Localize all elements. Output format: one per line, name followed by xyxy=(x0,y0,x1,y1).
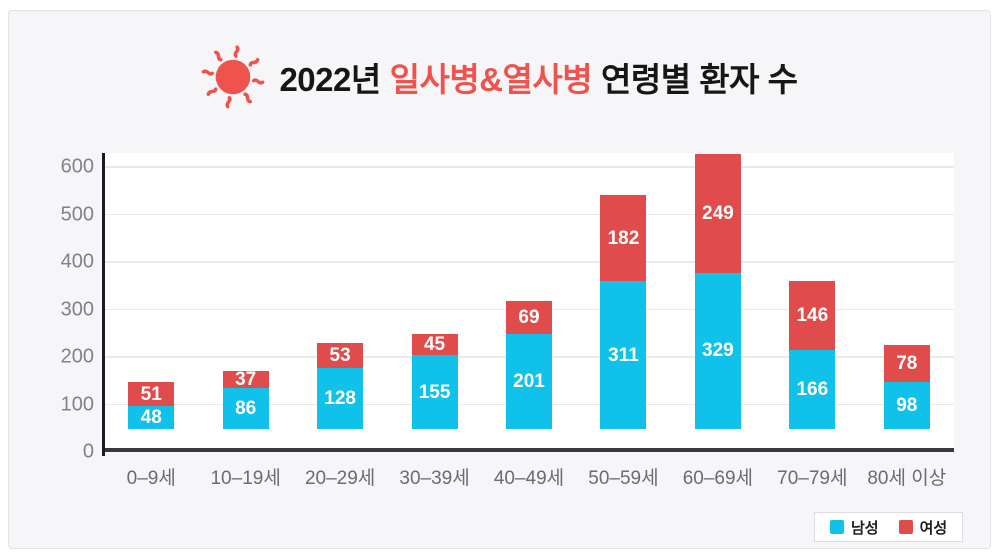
legend-swatch xyxy=(898,520,913,534)
x-axis-label: 0–9세 xyxy=(126,468,176,489)
infographic-card: 2022년 일사병&열사병 연령별 환자 수 0 100 200 300 400 500 600… xyxy=(8,10,991,549)
title-year: 2022년 xyxy=(279,61,381,98)
x-axis-label: 50–59세 xyxy=(588,468,659,489)
legend-item: 여성 xyxy=(898,517,948,538)
bar-value-label: 155 xyxy=(418,381,451,403)
bar-segment-female: 69 xyxy=(506,300,552,334)
x-axis-label: 70–79세 xyxy=(777,468,848,489)
bar-segment-male: 166 xyxy=(789,350,836,429)
bar-value-label: 98 xyxy=(896,395,918,417)
bar-stack: 155 45 xyxy=(411,334,458,429)
bar-segment-male: 86 xyxy=(222,388,269,429)
chart-title-row: 2022년 일사병&열사병 연령별 환자 수 xyxy=(9,45,990,109)
bar-segment-male: 155 xyxy=(411,355,458,429)
legend-item: 남성 xyxy=(830,517,879,538)
bar-value-label: 51 xyxy=(140,383,162,405)
page-title: 2022년 일사병&열사병 연령별 환자 수 xyxy=(279,53,798,101)
gridline xyxy=(104,261,954,263)
bar-value-label: 48 xyxy=(140,407,162,429)
gridline xyxy=(104,166,954,168)
x-axis-label: 30–39세 xyxy=(399,468,470,489)
x-axis-label: 60–69세 xyxy=(682,468,754,489)
y-axis-tick: 100 xyxy=(60,393,94,415)
legend-label: 여성 xyxy=(919,519,948,537)
bar-segment-male: 98 xyxy=(883,382,930,429)
bar-segment-female: 249 xyxy=(694,154,741,273)
bar-stack: 48 51 xyxy=(128,381,175,429)
y-axis-tick: 0 xyxy=(82,440,94,463)
x-axis-label: 80세 이상 xyxy=(867,468,947,489)
bar-stack: 201 69 xyxy=(506,300,552,429)
bar-stack: 329 249 xyxy=(694,154,741,429)
legend: 남성 여성 xyxy=(814,512,964,542)
bar-stack: 166 146 xyxy=(789,280,836,429)
legend-swatch xyxy=(830,520,844,534)
x-axis-label: 10–19세 xyxy=(210,468,281,489)
bar-segment-male: 311 xyxy=(600,281,647,429)
bar-value-label: 53 xyxy=(329,345,351,367)
bar-stack: 311 182 xyxy=(600,194,647,429)
bar-segment-male: 201 xyxy=(506,333,552,429)
y-axis-tick: 200 xyxy=(60,345,94,368)
bar-value-label: 69 xyxy=(518,306,540,328)
bar-segment-female: 53 xyxy=(317,343,364,369)
sun-icon xyxy=(201,45,265,109)
y-axis-line xyxy=(102,153,105,456)
bar-value-label: 45 xyxy=(423,334,446,356)
y-axis-tick: 500 xyxy=(60,203,94,225)
bar-segment-female: 146 xyxy=(789,280,836,351)
bar-value-label: 201 xyxy=(513,370,545,392)
bar-segment-male: 329 xyxy=(694,272,741,429)
bar-segment-male: 48 xyxy=(128,406,175,429)
bar-value-label: 249 xyxy=(702,203,734,225)
bar-value-label: 128 xyxy=(324,388,356,410)
bar-segment-male: 128 xyxy=(317,368,364,429)
bar-stack: 98 78 xyxy=(883,345,930,429)
bar-segment-female: 51 xyxy=(128,381,175,407)
bar-segment-female: 78 xyxy=(883,345,930,383)
bar-value-label: 329 xyxy=(702,340,734,362)
x-axis-label: 40–49세 xyxy=(493,468,565,489)
legend-label: 남성 xyxy=(851,519,879,537)
bar-value-label: 182 xyxy=(607,227,640,249)
title-rest: 연령별 환자 수 xyxy=(601,61,798,98)
bar-value-label: 37 xyxy=(235,368,257,390)
y-axis-tick: 600 xyxy=(60,155,94,178)
bar-segment-female: 182 xyxy=(600,194,647,282)
bar-segment-female: 45 xyxy=(411,334,458,356)
bar-value-label: 146 xyxy=(796,304,829,326)
y-axis-tick: 400 xyxy=(60,250,94,273)
bar-value-label: 86 xyxy=(235,398,257,420)
y-axis-tick: 300 xyxy=(60,298,94,320)
bar-segment-female: 37 xyxy=(222,368,269,390)
x-axis-label: 20–29세 xyxy=(304,468,376,489)
bar-value-label: 78 xyxy=(896,353,918,375)
title-highlight: 일사병&열사병 xyxy=(389,61,593,98)
bar-stack: 128 53 xyxy=(317,343,364,429)
gridline xyxy=(104,213,954,216)
bar-stack: 86 37 xyxy=(222,368,269,429)
bar-value-label: 311 xyxy=(608,344,639,366)
bar-value-label: 166 xyxy=(796,379,829,401)
